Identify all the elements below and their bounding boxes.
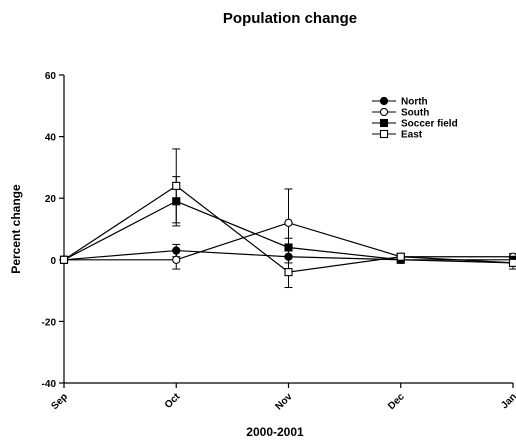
legend-item: South <box>372 108 429 119</box>
data-point <box>284 218 293 227</box>
y-tick-label: 40 <box>45 133 57 144</box>
y-tick-label: -20 <box>42 317 57 328</box>
data-point <box>59 255 69 264</box>
legend-marker <box>379 107 389 117</box>
x-tick-label: Jan <box>499 391 516 411</box>
data-point <box>172 181 181 190</box>
data-point <box>284 243 293 252</box>
data-point <box>508 258 516 267</box>
series-east <box>59 148 516 289</box>
x-tick-label: Dec <box>386 391 407 412</box>
chart-title: Population change <box>223 10 357 27</box>
legend-marker <box>379 118 389 128</box>
legend-item: North <box>372 97 428 108</box>
x-axis-label: 2000-2001 <box>246 425 304 439</box>
legend-item: East <box>372 130 423 141</box>
plot-area <box>59 148 516 289</box>
legend-label: South <box>401 108 429 119</box>
data-point <box>396 252 405 261</box>
y-tick-label: -40 <box>42 379 57 390</box>
y-tick-label: 60 <box>45 71 57 82</box>
x-axis: Sep Oct Nov Dec Jan <box>49 382 516 412</box>
x-tick-label: Oct <box>163 391 183 411</box>
data-point <box>284 268 293 277</box>
y-tick-label: 20 <box>45 194 57 205</box>
y-axis-label: Percent change <box>9 184 23 274</box>
legend-label: North <box>401 97 428 108</box>
y-axis: 60 40 20 0 -20 -40 <box>42 71 65 390</box>
legend-marker <box>379 96 389 106</box>
legend-item: Soccer field <box>372 119 458 130</box>
legend-marker <box>379 129 389 139</box>
legend-label: East <box>401 130 423 141</box>
x-tick-label: Sep <box>49 391 70 412</box>
x-tick-label: Nov <box>273 391 294 412</box>
data-point <box>172 255 181 264</box>
legend-label: Soccer field <box>401 119 458 130</box>
y-tick-label: 0 <box>50 256 56 267</box>
